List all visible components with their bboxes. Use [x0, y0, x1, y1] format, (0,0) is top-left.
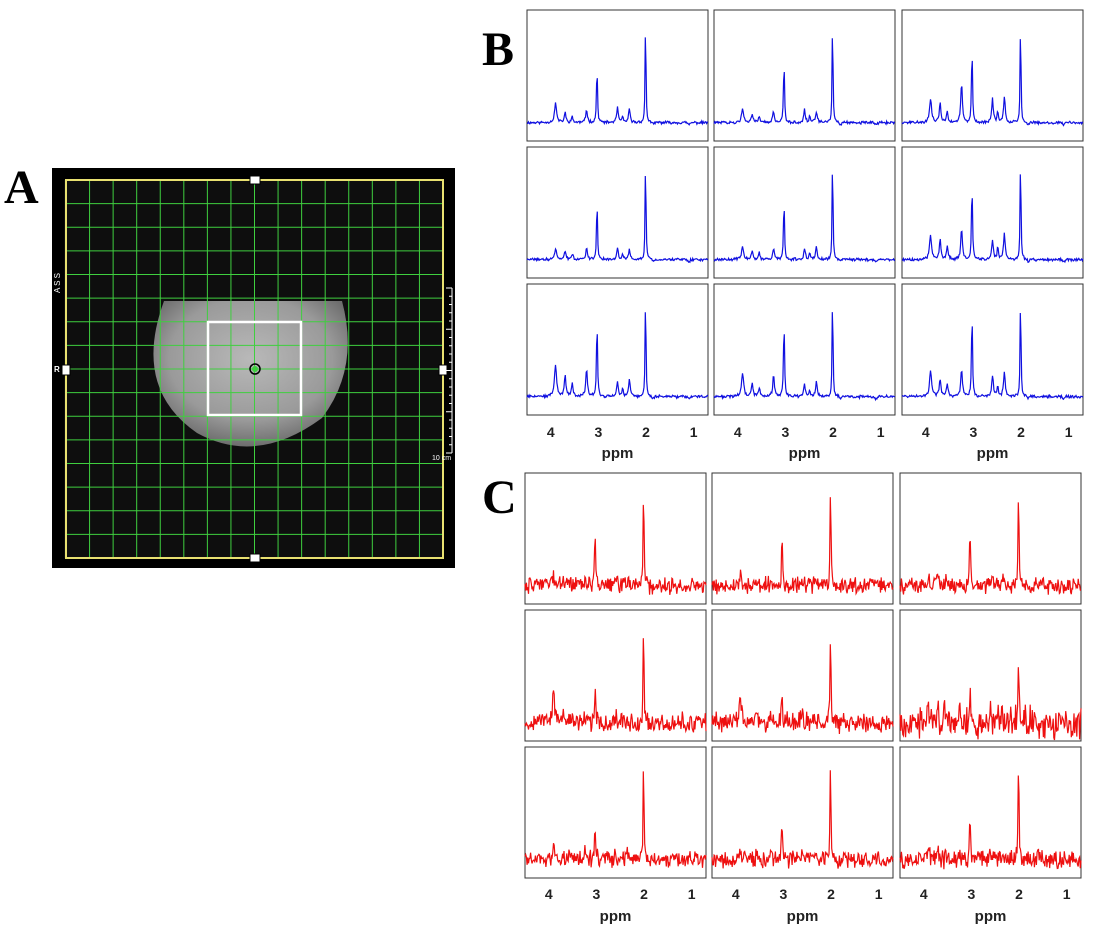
spectrum-line [713, 38, 896, 126]
mri-localizer-image: R A S S 10 cm [52, 168, 455, 568]
x-tick-label: 4 [922, 424, 930, 440]
x-axis-label: ppm [787, 908, 819, 925]
top-handle-icon[interactable] [249, 175, 261, 185]
x-tick-label: 2 [1017, 424, 1025, 440]
orientation-label-anterior: A S S [53, 273, 62, 293]
spectrum-frame [711, 746, 894, 879]
panel-label-c: C [482, 471, 517, 524]
x-tick-label: 4 [547, 424, 555, 440]
spectrum-plot [899, 609, 1082, 742]
spectrum-plot [526, 146, 709, 279]
phantom-body [153, 301, 348, 447]
spectrum-frame [526, 283, 709, 416]
left-handle-icon[interactable] [61, 364, 71, 376]
x-tick-label: 2 [1015, 886, 1023, 902]
spectrum-line [526, 175, 709, 264]
x-tick-label: 1 [1063, 886, 1071, 902]
voi-box[interactable] [206, 320, 303, 417]
spectrum-frame [901, 146, 1084, 279]
spectrum-frame [901, 283, 1084, 416]
x-tick-label: 1 [688, 886, 696, 902]
spectrum-line [899, 502, 1082, 595]
x-tick-label: 1 [875, 886, 883, 902]
panel-b-spectra: 4 3 2 1 ppm 4 3 2 1 ppm 4 3 2 1 ppm [526, 9, 1084, 462]
x-tick-label: 4 [920, 886, 928, 902]
x-tick-label: 2 [829, 424, 837, 440]
x-axis-label: ppm [977, 445, 1009, 462]
spectrum-line [711, 770, 894, 869]
spectrum-frame [711, 609, 894, 742]
spectrum-line [527, 37, 709, 126]
spectrum-line [899, 775, 1082, 870]
x-tick-label: 3 [782, 424, 790, 440]
panel-label-b: B [482, 23, 515, 76]
scale-ruler [446, 287, 453, 454]
spectrum-line [526, 312, 709, 400]
spectrum-line [524, 771, 707, 868]
x-tick-label: 2 [827, 886, 835, 902]
spectrum-plot [524, 472, 707, 605]
spectrum-frame [713, 283, 896, 416]
x-tick-label: 3 [970, 424, 978, 440]
spectrum-frame [526, 146, 709, 279]
spectrum-plot [526, 9, 709, 142]
x-tick-label: 3 [780, 886, 788, 902]
bottom-handle-icon[interactable] [249, 553, 261, 563]
x-tick-label: 4 [734, 424, 742, 440]
spectrum-plot [901, 283, 1084, 416]
spectrum-plot [901, 146, 1084, 279]
x-tick-label: 4 [732, 886, 740, 902]
spectrum-plot [711, 472, 894, 605]
spectrum-line [713, 174, 896, 263]
spectrum-line [524, 504, 707, 595]
spectrum-plot [711, 746, 894, 879]
spectrum-line [711, 497, 894, 596]
spectrum-line [901, 174, 1084, 264]
spectrum-plot [526, 283, 709, 416]
x-tick-label: 1 [690, 424, 698, 440]
center-marker-dot [252, 366, 258, 372]
panel-c-spectra: 4 3 2 1 ppm 4 3 2 1 ppm 4 3 2 1 ppm [524, 472, 1082, 925]
x-tick-label: 2 [642, 424, 650, 440]
spectrum-line [711, 644, 894, 735]
x-axis-label: ppm [600, 908, 632, 925]
spectrum-line [524, 638, 707, 734]
spectrum-line [713, 312, 895, 402]
orientation-label-r: R [54, 365, 60, 374]
x-axis-label: ppm [789, 445, 821, 462]
spectrum-plot [524, 746, 707, 879]
spectrum-plot [901, 9, 1084, 142]
spectrum-line [901, 312, 1084, 401]
x-tick-label: 1 [877, 424, 885, 440]
x-tick-label: 2 [640, 886, 648, 902]
x-tick-label: 4 [545, 886, 553, 902]
x-tick-label: 3 [968, 886, 976, 902]
spectrum-frame [901, 9, 1084, 142]
spectrum-frame [713, 9, 896, 142]
center-marker-icon[interactable] [249, 363, 261, 375]
panel-label-a: A [4, 161, 39, 214]
x-axis-label: ppm [975, 908, 1007, 925]
x-tick-label: 1 [1065, 424, 1073, 440]
spectrum-plot [713, 146, 896, 279]
spectrum-plot [524, 609, 707, 742]
x-tick-label: 3 [595, 424, 603, 440]
spectrum-plot [713, 9, 896, 142]
spectrum-plot [899, 746, 1082, 879]
spectrum-frame [713, 146, 896, 279]
x-tick-label: 3 [593, 886, 601, 902]
spectrum-plot [711, 609, 894, 742]
spectrum-line [901, 39, 1084, 127]
scale-label: 10 cm [432, 455, 451, 462]
spectrum-plot [899, 472, 1082, 605]
x-axis-label: ppm [602, 445, 634, 462]
spectrum-frame [526, 9, 709, 142]
spectrum-plot [713, 283, 896, 416]
spectrum-line [899, 667, 1082, 741]
